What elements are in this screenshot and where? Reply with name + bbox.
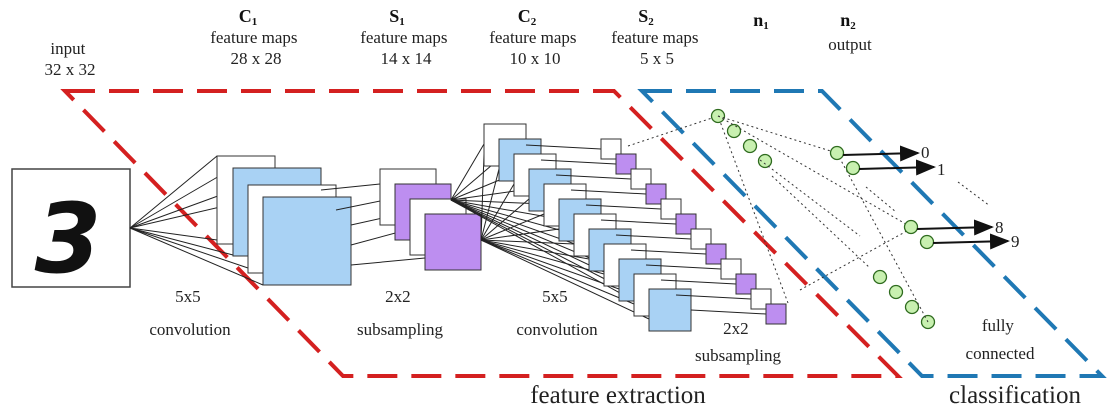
output-label-9: 9 [1011, 232, 1020, 251]
n2-label: n2 output [828, 10, 872, 54]
input-label: input 32 x 32 [45, 39, 96, 79]
output-arrow-1 [858, 159, 936, 176]
c1-feature-maps [216, 155, 352, 286]
output-neuron [919, 234, 935, 250]
neuron-ellipsis [771, 175, 871, 269]
s2-to-n1-connections [627, 115, 789, 304]
c2-connection [450, 143, 485, 201]
s2-connection [660, 279, 737, 285]
feature-extraction-label: feature extraction [530, 382, 706, 409]
conv1-op-label: 5x5 convolution [149, 287, 231, 339]
svg-text:S2: S2 [638, 6, 654, 28]
neuron [888, 284, 904, 300]
svg-text:feature maps 10 x 10: feature maps 10 x 10 [489, 28, 581, 68]
s2-connection [600, 219, 677, 225]
fc-op-label: fully connected [966, 316, 1035, 363]
s2-map [765, 303, 787, 325]
c2-connection [480, 183, 515, 241]
s2-connection [585, 204, 662, 210]
svg-text:C1: C1 [239, 6, 258, 28]
c2-feature-maps [450, 123, 692, 332]
svg-text:n2: n2 [840, 10, 856, 32]
s1-feature-maps [379, 168, 482, 271]
output-label-8: 8 [995, 218, 1004, 237]
svg-text:S1: S1 [389, 6, 405, 28]
output-neuron [903, 219, 919, 235]
s2-connection [630, 249, 707, 255]
s1-label: S1 feature maps 14 x 14 [360, 6, 452, 68]
input-digit: 3 [35, 183, 102, 295]
n1-label: n1 [753, 10, 769, 32]
feature-extraction-region [60, 89, 903, 378]
neuron [904, 299, 920, 315]
c2-connection [480, 239, 635, 305]
n2-neurons [829, 145, 935, 250]
classification-region [637, 89, 1107, 378]
output-neuron [829, 145, 845, 161]
c2-connection [450, 199, 650, 310]
n1-neurons [710, 108, 936, 330]
c2-label: C2 feature maps 10 x 10 [489, 6, 581, 68]
s2-connection [675, 294, 752, 300]
neuron [726, 123, 742, 139]
conv2-op-label: 5x5 convolution [516, 287, 598, 339]
c1-map [262, 196, 352, 286]
neuron [742, 138, 758, 154]
c2-connection [480, 213, 545, 241]
c2-connection [480, 153, 485, 241]
classification-label: classification [949, 382, 1081, 409]
c2-connection [480, 239, 620, 290]
input-image: 3 [11, 168, 131, 295]
sub1-op-label: 2x2 subsampling [357, 287, 443, 339]
neuron [757, 153, 773, 169]
c2-connection [480, 239, 650, 320]
svg-text:n1: n1 [753, 10, 769, 32]
svg-text:C2: C2 [518, 6, 537, 28]
s2-connection [525, 144, 602, 150]
s2-connection [645, 264, 722, 270]
output-arrow-8 [916, 219, 994, 236]
output-neuron [845, 160, 861, 176]
s2-connection [690, 309, 767, 315]
c2-connection [480, 239, 590, 260]
svg-text:feature maps 28 x 28: feature maps 28 x 28 [210, 28, 302, 68]
c2-map [648, 288, 692, 332]
s2-feature-maps [525, 138, 787, 325]
s1-map [424, 213, 482, 271]
s2-label: S2 feature maps 5 x 5 [611, 6, 703, 68]
output-arrow-0 [842, 145, 920, 162]
s2-connection [555, 174, 632, 180]
c2-connection [480, 228, 560, 241]
neuron [872, 269, 888, 285]
output-label-1: 1 [937, 160, 946, 179]
svg-text:feature maps 14 x 14: feature maps 14 x 14 [360, 28, 452, 68]
svg-text:output: output [828, 35, 872, 54]
c2-connection [450, 199, 575, 235]
s2-connection [570, 189, 647, 195]
s2-connection [615, 234, 692, 240]
s2-connection [540, 159, 617, 165]
c1-label: C1 feature maps 28 x 28 [210, 6, 302, 68]
output-arrow-9 [932, 233, 1010, 250]
output-label-0: 0 [921, 143, 930, 162]
output-arrows [842, 145, 1010, 250]
output-ellipsis [865, 181, 991, 213]
n1-to-n2-connections [717, 115, 929, 323]
c2-connection [480, 168, 500, 241]
sub2-op-label: 2x2 subsampling [695, 319, 781, 365]
c2-connection [450, 199, 560, 220]
svg-text:feature maps 5 x 5: feature maps 5 x 5 [611, 28, 703, 68]
